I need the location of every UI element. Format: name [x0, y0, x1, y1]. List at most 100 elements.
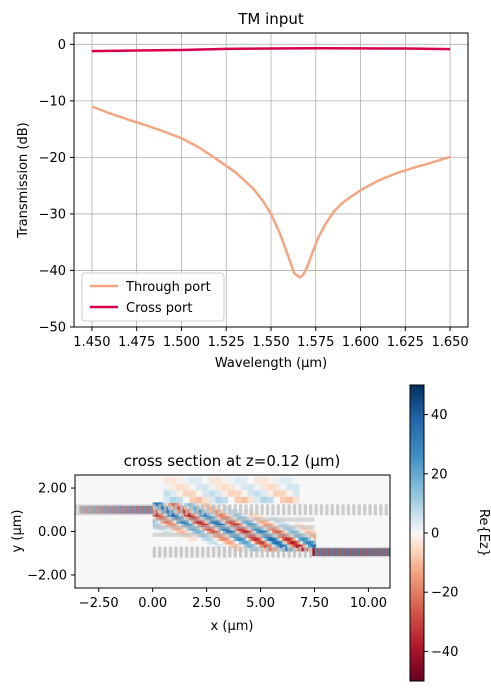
- field-cell: [282, 537, 286, 542]
- top-x-tick-label: 1.650: [431, 335, 468, 350]
- field-cell: [322, 548, 326, 557]
- field-cell: [234, 490, 242, 497]
- grating-tooth: [265, 504, 270, 516]
- colorbar-tick-label: −40: [431, 645, 458, 660]
- field-cell: [313, 533, 317, 538]
- field-cell: [276, 530, 280, 535]
- legend-label-through-port: Through port: [125, 280, 211, 295]
- field-cell: [230, 544, 234, 548]
- field-cell: [230, 512, 234, 517]
- grating-tooth: [260, 504, 264, 516]
- field-cell: [300, 537, 304, 542]
- field-cell: [248, 530, 252, 535]
- field-cell: [170, 505, 174, 510]
- field-cell: [155, 509, 159, 514]
- grating-tooth: [152, 504, 156, 516]
- field-cell: [292, 496, 300, 504]
- top-chart-title: TM input: [237, 10, 304, 28]
- field-cell: [178, 502, 182, 507]
- field-cell: [274, 547, 278, 552]
- field-cell: [182, 490, 190, 497]
- field-cell: [217, 502, 221, 507]
- field-cell: [241, 496, 248, 504]
- field-cell: [340, 548, 344, 557]
- grating-tooth: [158, 504, 162, 516]
- grating-tooth: [249, 546, 253, 558]
- field-cell: [221, 477, 229, 484]
- field-cell: [238, 530, 242, 535]
- field-cell: [214, 540, 218, 545]
- field-cell: [258, 547, 262, 552]
- field-cell: [356, 548, 360, 557]
- field-cell: [253, 537, 257, 542]
- grating-tooth: [368, 504, 372, 516]
- field-cell: [238, 544, 242, 548]
- bottom-y-tick-label: −2.00: [27, 568, 67, 583]
- field-cell: [182, 477, 190, 484]
- grating-tooth: [265, 546, 270, 558]
- field-cell: [219, 509, 223, 514]
- field-cell: [266, 544, 270, 548]
- field-cell: [204, 509, 208, 514]
- field-cell: [219, 544, 223, 548]
- field-cell: [282, 540, 286, 545]
- field-cell: [279, 496, 287, 504]
- field-cell: [225, 530, 229, 535]
- field-cell: [207, 537, 211, 542]
- field-cell: [345, 548, 350, 557]
- field-cell: [286, 496, 293, 504]
- field-cell: [209, 509, 213, 514]
- field-cell: [287, 530, 291, 535]
- bottom-x-tick-label: 10.00: [350, 596, 387, 611]
- grating-tooth: [206, 504, 210, 516]
- grating-tooth: [287, 504, 291, 516]
- field-cell: [199, 509, 203, 514]
- field-cell: [215, 496, 222, 504]
- grating-tooth: [373, 504, 378, 516]
- field-cell: [176, 477, 183, 484]
- bottom-x-tick-label: −2.50: [79, 596, 119, 611]
- field-cell: [189, 477, 196, 484]
- field-cell: [279, 490, 287, 497]
- field-cell: [214, 530, 218, 535]
- field-cell: [271, 544, 275, 548]
- field-cell: [202, 490, 209, 497]
- legend-label-cross-port: Cross port: [126, 301, 192, 316]
- grating-tooth: [174, 504, 178, 516]
- field-cell: [165, 512, 169, 517]
- field-cell: [186, 502, 190, 507]
- field-cell: [214, 509, 218, 514]
- field-cell: [222, 502, 226, 507]
- field-cell: [155, 502, 159, 507]
- bottom-x-tick-label: 2.50: [192, 596, 221, 611]
- colorbar-label: Re{Ez}: [476, 509, 491, 557]
- field-cell: [274, 540, 278, 545]
- coupler-row: [152, 532, 315, 537]
- field-cell: [292, 540, 296, 545]
- field-cell: [230, 530, 234, 535]
- grating-tooth: [195, 546, 200, 558]
- field-cell: [232, 540, 236, 545]
- field-cell: [286, 483, 293, 491]
- grating-tooth: [255, 504, 259, 516]
- field-cell: [217, 537, 221, 542]
- field-cell: [232, 544, 236, 548]
- field-cell: [248, 544, 252, 548]
- field-cell: [243, 540, 247, 545]
- field-cell: [212, 530, 216, 535]
- field-cell: [254, 477, 261, 484]
- top-y-tick-label: −50: [39, 321, 66, 336]
- grating-tooth: [222, 504, 227, 516]
- coupler-row: [152, 524, 315, 530]
- top-x-tick-label: 1.550: [252, 335, 289, 350]
- field-cell: [245, 540, 249, 545]
- field-cell: [186, 530, 190, 535]
- field-cell: [241, 490, 248, 497]
- field-cell: [235, 547, 239, 552]
- field-cell: [313, 544, 317, 548]
- field-cell: [155, 505, 159, 510]
- grating-tooth: [217, 546, 221, 558]
- field-cell: [212, 540, 216, 545]
- grating-tooth: [336, 504, 340, 516]
